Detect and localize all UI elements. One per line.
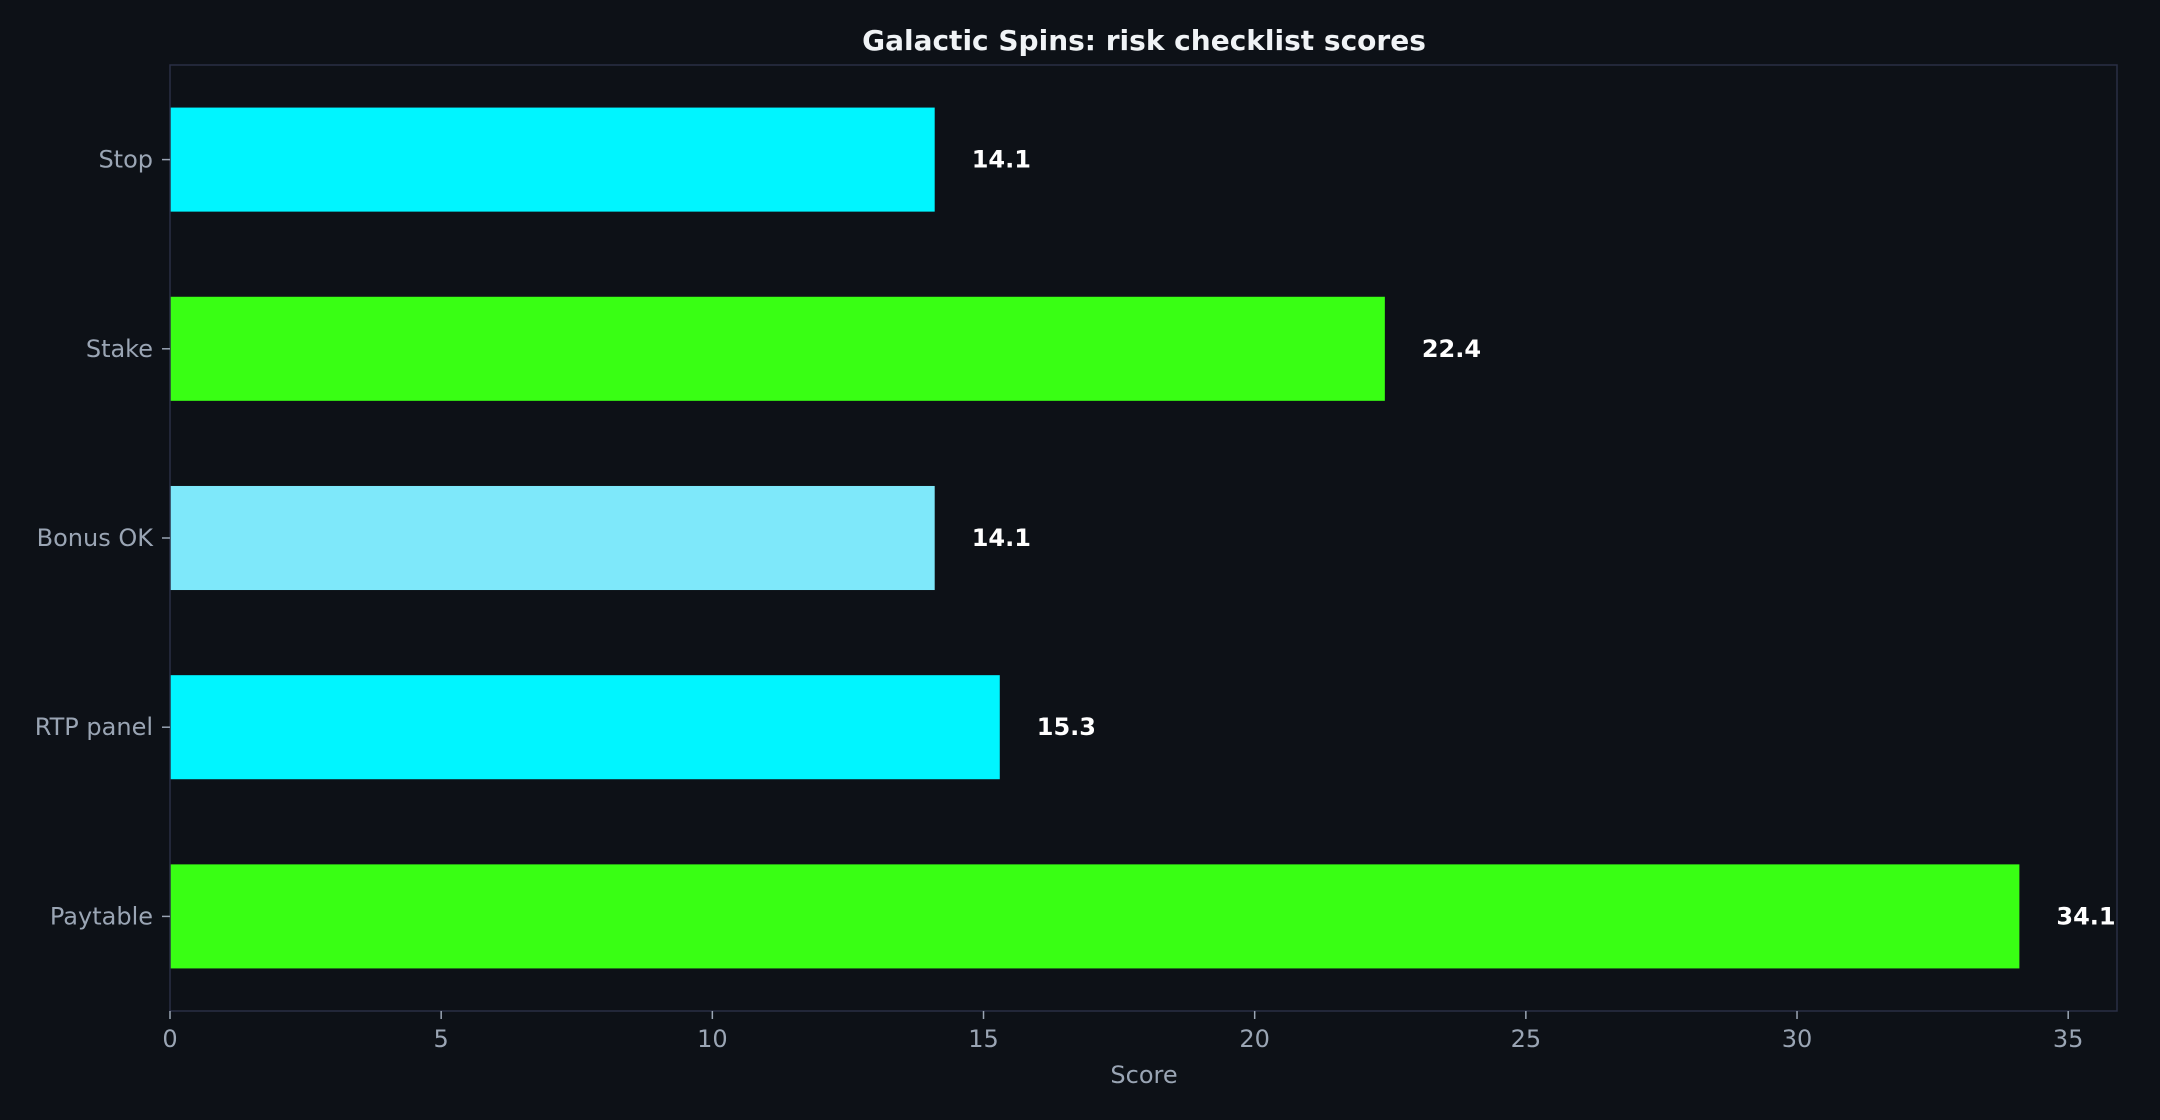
y-tick-label: Stop bbox=[98, 146, 153, 174]
x-tick-label: 35 bbox=[2053, 1025, 2084, 1053]
value-label: 22.4 bbox=[1422, 335, 1481, 363]
value-label: 15.3 bbox=[1037, 713, 1096, 741]
chart-title: Galactic Spins: risk checklist scores bbox=[862, 24, 1426, 57]
value-label: 14.1 bbox=[972, 524, 1031, 552]
x-axis: 0 5 10 15 20 25 30 35 bbox=[162, 1011, 2083, 1053]
y-axis: Stop Stake Bonus OK RTP panel Paytable bbox=[35, 146, 170, 930]
bars-layer: 14.1 22.4 14.1 15.3 34.1 bbox=[170, 107, 2116, 969]
bar-stop bbox=[170, 107, 935, 212]
y-tick-label: Paytable bbox=[50, 902, 153, 930]
y-tick-label: Stake bbox=[86, 335, 153, 363]
x-tick-label: 10 bbox=[697, 1025, 728, 1053]
x-tick-label: 5 bbox=[434, 1025, 449, 1053]
value-label: 34.1 bbox=[2056, 902, 2115, 930]
value-label: 14.1 bbox=[972, 146, 1031, 174]
bar-paytable bbox=[170, 864, 2020, 969]
x-tick-label: 15 bbox=[968, 1025, 999, 1053]
y-tick-label: RTP panel bbox=[35, 713, 153, 741]
x-tick-label: 30 bbox=[1782, 1025, 1813, 1053]
bar-stake bbox=[170, 296, 1385, 401]
x-axis-label: Score bbox=[1110, 1061, 1177, 1089]
bar-bonus-ok bbox=[170, 485, 935, 591]
x-tick-label: 20 bbox=[1239, 1025, 1270, 1053]
bar-rtp-panel bbox=[170, 675, 1000, 780]
x-tick-label: 0 bbox=[162, 1025, 177, 1053]
x-tick-label: 25 bbox=[1511, 1025, 1542, 1053]
y-tick-label: Bonus OK bbox=[37, 524, 155, 552]
